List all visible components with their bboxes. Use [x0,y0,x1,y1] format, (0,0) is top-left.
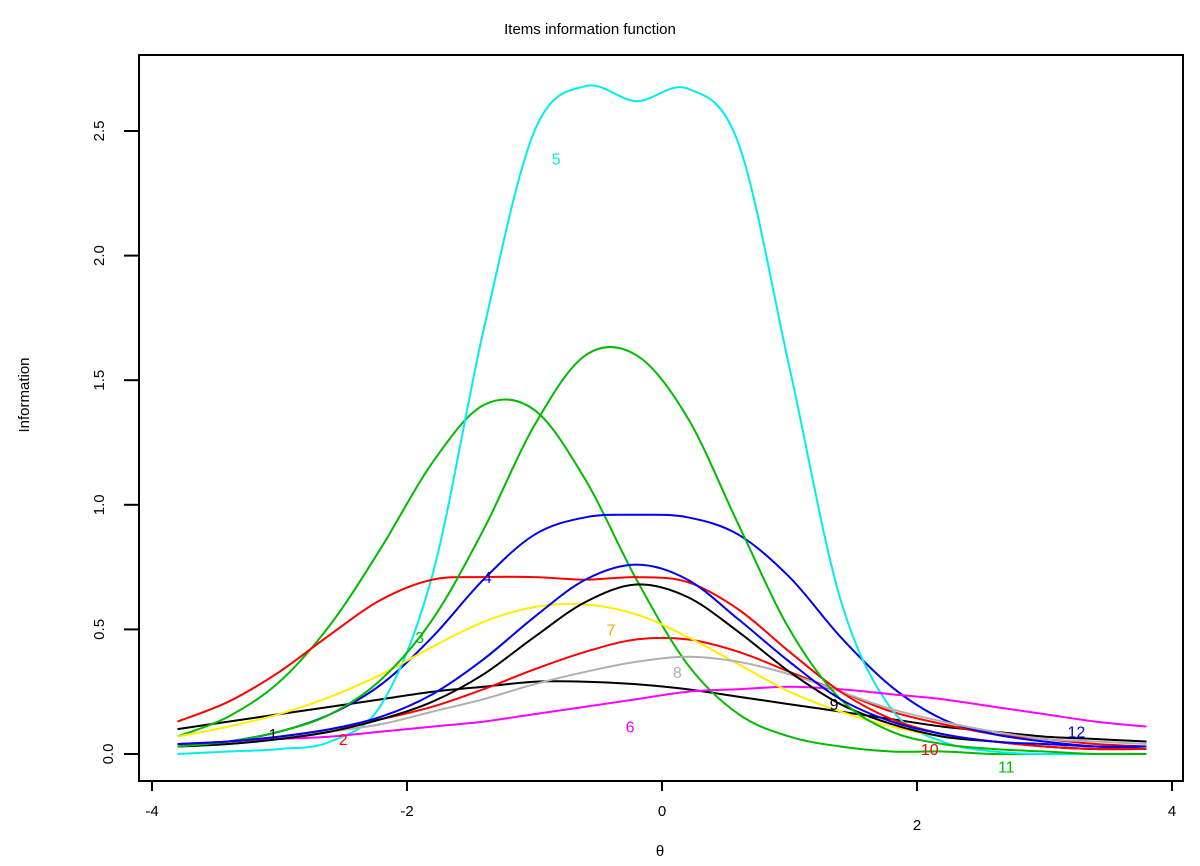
item-curve-7 [177,602,1147,751]
x-tick-label: 4 [1168,803,1176,820]
item-curve-4 [177,513,1147,750]
y-tick-label: 1.5 [91,370,108,391]
chart-title: Items information function [504,21,676,38]
item-curve-11 [177,346,1147,756]
curve-label-9: 9 [830,697,839,714]
item-curve-6 [177,685,1147,746]
curve-label-3: 3 [415,630,424,647]
curve-label-7: 7 [607,622,616,639]
curve-label-11: 11 [998,759,1015,776]
item-curve-5 [177,84,1147,756]
y-tick-label: 2.5 [91,121,108,142]
x-tick-label: -2 [400,803,413,820]
y-axis-label: Information [16,357,33,432]
item-curve-3 [177,398,1147,756]
y-tick-label: 0.5 [91,619,108,640]
curve-label-6: 6 [626,720,635,737]
x-tick-label: -4 [145,803,158,820]
x-axis-label: θ [656,843,664,860]
curve-label-12: 12 [1067,725,1085,742]
curve-label-1: 1 [269,727,278,744]
item-curve-10 [177,575,1147,751]
x-tick-label: 0 [658,803,666,820]
item-curve-9 [177,583,1147,751]
curve-label-10: 10 [921,742,939,759]
x-axis: -4 -2 0 2 4 [145,781,1176,834]
curve-label-8: 8 [673,665,682,682]
y-tick-label: 1.0 [91,494,108,515]
item-curve-12 [177,563,1147,748]
curve-label-2: 2 [339,732,348,749]
y-tick-label: 0.0 [100,744,117,765]
curve-label-4: 4 [483,570,492,587]
curve-label-5: 5 [552,151,561,168]
curves-layer [177,84,1147,756]
y-axis: 0.0 0.5 1.0 1.5 2.0 2.5 [91,121,139,765]
x-tick-label: 2 [913,817,921,834]
plot-frame [138,54,1184,782]
y-tick-label: 2.0 [91,245,108,266]
